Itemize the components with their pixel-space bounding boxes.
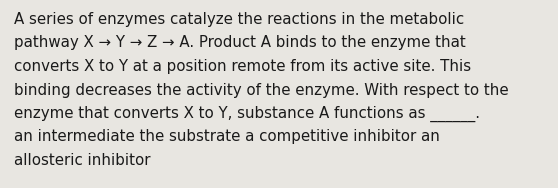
Text: enzyme that converts X to Y, substance A functions as ______​.: enzyme that converts X to Y, substance A…: [14, 106, 480, 122]
Text: converts X to Y at a position remote from its active site. This: converts X to Y at a position remote fro…: [14, 59, 471, 74]
Text: A series of enzymes catalyze the reactions in the metabolic: A series of enzymes catalyze the reactio…: [14, 12, 464, 27]
Text: pathway X → Y → Z → A. Product A binds to the enzyme that: pathway X → Y → Z → A. Product A binds t…: [14, 36, 466, 51]
Text: binding decreases the activity of the enzyme. With respect to the: binding decreases the activity of the en…: [14, 83, 509, 98]
Text: allosteric inhibitor: allosteric inhibitor: [14, 153, 151, 168]
Text: an intermediate the substrate a competitive inhibitor an: an intermediate the substrate a competit…: [14, 130, 440, 145]
